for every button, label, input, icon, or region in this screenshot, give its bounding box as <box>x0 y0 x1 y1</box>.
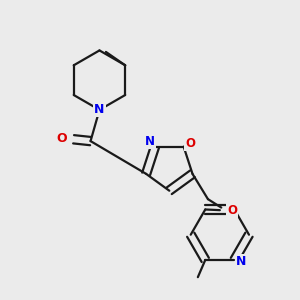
Text: N: N <box>236 255 246 268</box>
Text: O: O <box>227 204 237 217</box>
Text: O: O <box>56 132 67 145</box>
Text: N: N <box>145 135 154 148</box>
Text: O: O <box>185 136 195 150</box>
Text: N: N <box>94 103 105 116</box>
